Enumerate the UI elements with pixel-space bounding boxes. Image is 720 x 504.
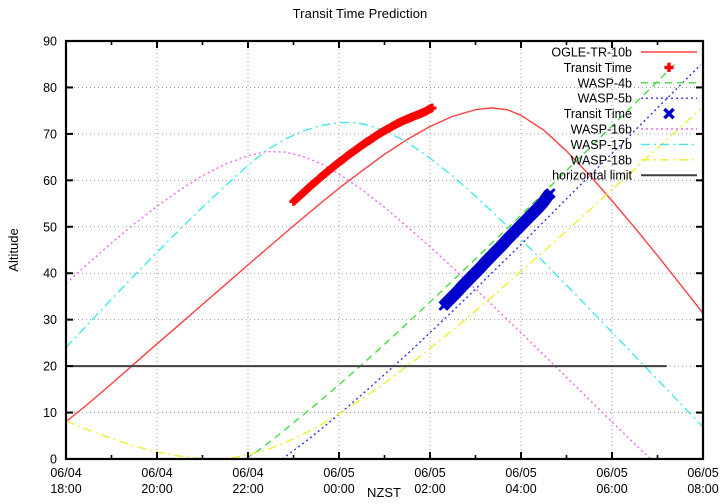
y-tick-label: 40 <box>43 267 57 281</box>
legend-label-transit-time-1: Transit Time <box>564 61 632 75</box>
x-tick-date: 06/05 <box>687 466 718 480</box>
legend-label-transit-time-4: Transit Time <box>564 107 632 121</box>
x-tick-date: 06/05 <box>505 466 536 480</box>
x-axis-ticks: 06/04 18:00 06/04 20:00 06/04 22:00 06/05 00:00… <box>50 41 719 496</box>
legend-swatch-transit-time-1 <box>664 62 674 72</box>
x-tick-time: 22:00 <box>232 482 263 496</box>
x-tick-time: 04:00 <box>505 482 536 496</box>
x-tick-date: 06/04 <box>141 466 172 480</box>
y-tick-label: 50 <box>43 220 57 234</box>
legend-label-ogle-tr-10b-0: OGLE-TR-10b <box>551 46 632 60</box>
y-axis-ticks: 0 10 20 30 40 50 60 70 80 90 <box>43 35 703 467</box>
legend-swatch-transit-time-4 <box>663 107 675 120</box>
series-line-wasp-5b <box>281 64 702 459</box>
x-tick-date: 06/04 <box>232 466 263 480</box>
x-tick-time: 18:00 <box>50 482 81 496</box>
grid-lines <box>66 41 703 459</box>
x-tick-time: 02:00 <box>414 482 445 496</box>
legend-label-wasp-5b-3: WASP-5b <box>578 92 632 106</box>
legend-label-wasp-17b-6: WASP-17b <box>571 138 632 152</box>
x-tick-date: 06/05 <box>323 466 354 480</box>
series-lines <box>66 62 703 459</box>
x-tick-time: 08:00 <box>687 482 718 496</box>
y-tick-label: 80 <box>43 81 57 95</box>
x-axis-label: NZST <box>367 485 401 500</box>
y-tick-label: 0 <box>50 453 57 467</box>
legend-label-wasp-18b-7: WASP-18b <box>571 153 632 167</box>
legend-label-wasp-4b-2: WASP-4b <box>578 76 632 90</box>
x-tick-date: 06/04 <box>50 466 81 480</box>
y-tick-label: 10 <box>43 406 57 420</box>
x-tick-time: 20:00 <box>141 482 172 496</box>
series-line-wasp-18b <box>66 108 702 459</box>
chart-title: Transit Time Prediction <box>292 6 428 21</box>
legend-label-wasp-16b-5: WASP-16b <box>571 123 632 137</box>
series-line-ogle-tr-10b <box>66 107 703 423</box>
x-tick-date: 06/05 <box>414 466 445 480</box>
transit-markers <box>289 103 556 311</box>
y-tick-label: 30 <box>43 313 57 327</box>
y-tick-label: 90 <box>43 35 57 49</box>
transit-marker-wasp-5b <box>438 188 556 311</box>
series-line-wasp-17b <box>66 121 703 428</box>
legend-label-horizontal-limit-8: horizontal limit <box>552 169 632 183</box>
y-axis-label: Altitude <box>6 228 21 271</box>
y-tick-label: 70 <box>43 127 57 141</box>
series-line-wasp-4b <box>245 62 677 459</box>
x-tick-time: 00:00 <box>323 482 354 496</box>
y-tick-label: 20 <box>43 360 57 374</box>
x-tick-date: 06/05 <box>596 466 627 480</box>
y-tick-label: 60 <box>43 174 57 188</box>
x-tick-time: 06:00 <box>596 482 627 496</box>
transit-marker-ogle-tr-10b <box>289 103 437 206</box>
